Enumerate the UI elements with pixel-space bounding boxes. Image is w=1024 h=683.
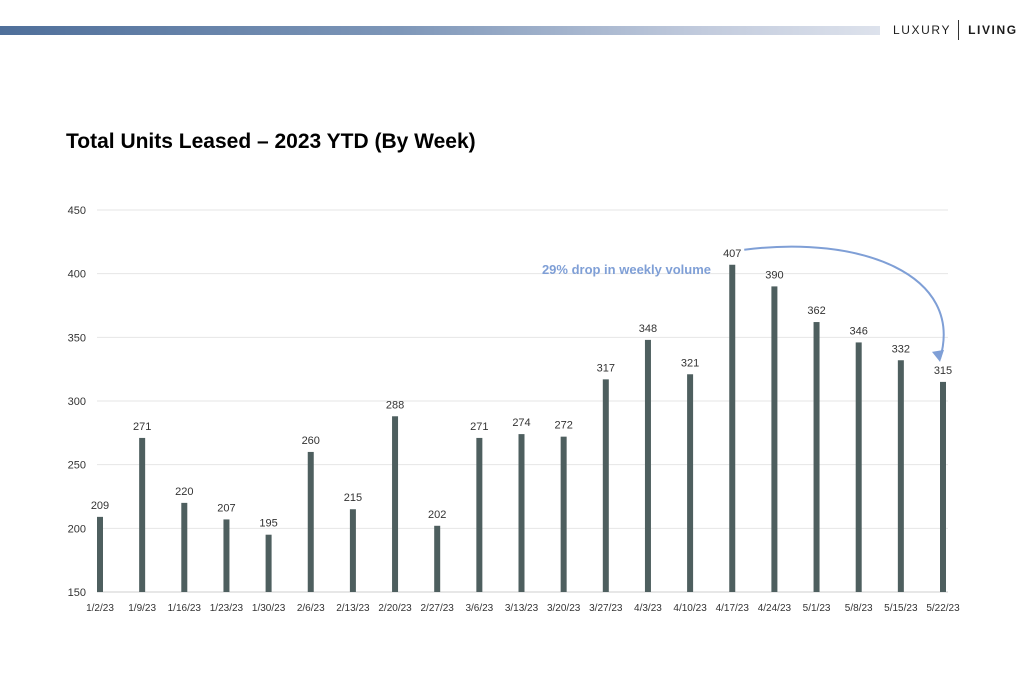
x-tick-label: 3/13/23 [505,603,539,614]
bar [897,360,904,592]
bar [139,437,146,592]
x-tick-label: 5/1/23 [803,603,831,614]
bar [813,322,820,592]
data-label: 362 [807,305,825,317]
brand-divider [958,20,960,40]
y-tick-label: 200 [68,523,86,535]
bar [223,519,230,592]
bar [518,434,525,592]
bar [265,534,272,592]
data-label: 315 [934,365,952,377]
bar [307,451,314,592]
annotation-text: 29% drop in weekly volume [542,262,711,277]
x-tick-label: 4/24/23 [758,603,792,614]
data-label: 274 [512,417,530,429]
y-tick-label: 150 [68,587,86,599]
y-tick-label: 400 [68,269,86,281]
bar [97,516,103,592]
data-label: 195 [259,518,277,530]
bar [476,437,483,592]
bar [729,264,736,592]
header-accent-bar [0,26,880,35]
bar [940,381,946,592]
data-label: 271 [133,421,151,433]
bar [392,416,399,592]
data-label: 272 [554,420,572,432]
data-label: 207 [217,502,235,514]
x-tick-label: 2/13/23 [336,603,370,614]
chart-title: Total Units Leased – 2023 YTD (By Week) [66,130,476,153]
y-tick-label: 300 [68,396,86,408]
x-tick-label: 4/10/23 [673,603,707,614]
y-tick-label: 450 [68,205,86,217]
y-tick-label: 250 [68,460,86,472]
annotation-arrow [744,245,945,360]
data-label: 332 [892,343,910,355]
x-tick-label: 2/20/23 [378,603,412,614]
x-tick-label: 5/8/23 [845,603,873,614]
bar [434,525,441,592]
data-label: 209 [91,500,109,512]
x-tick-label: 1/30/23 [252,603,286,614]
data-label: 260 [302,435,320,447]
x-tick-label: 1/16/23 [168,603,202,614]
x-tick-label: 3/6/23 [465,603,493,614]
x-tick-label: 5/15/23 [884,603,918,614]
annotation-arrowhead [932,349,944,362]
x-tick-label: 2/27/23 [421,603,455,614]
data-label: 390 [765,269,783,281]
data-label: 407 [723,248,741,260]
x-tick-label: 4/17/23 [716,603,750,614]
bar [602,379,609,592]
bar [771,286,778,592]
data-label: 271 [470,421,488,433]
data-label: 321 [681,357,699,369]
bar [181,502,188,592]
data-label: 346 [850,325,868,337]
brand-logo: LUXURY LIVING [893,20,1018,40]
data-label: 220 [175,486,193,498]
data-label: 348 [639,323,657,335]
data-label: 288 [386,399,404,411]
x-tick-label: 1/23/23 [210,603,244,614]
x-tick-label: 1/2/23 [86,603,114,614]
x-tick-label: 3/20/23 [547,603,581,614]
data-label: 317 [597,362,615,374]
x-tick-label: 3/27/23 [589,603,623,614]
brand-word-living: LIVING [968,23,1018,37]
bar [560,436,567,592]
x-tick-label: 1/9/23 [128,603,156,614]
data-label: 215 [344,492,362,504]
x-tick-label: 4/3/23 [634,603,662,614]
bar-chart: 150 200 250 300 350 400 450 209 1/2/23 271 1/9/23 2… [68,205,960,614]
y-tick-label: 350 [68,332,86,344]
bar [687,374,694,592]
bar [349,509,356,592]
brand-word-luxury: LUXURY [893,23,952,37]
x-tick-label: 2/6/23 [297,603,325,614]
bar [644,339,651,592]
data-label: 202 [428,509,446,521]
x-tick-label: 5/22/23 [926,603,960,614]
bar [855,342,862,592]
